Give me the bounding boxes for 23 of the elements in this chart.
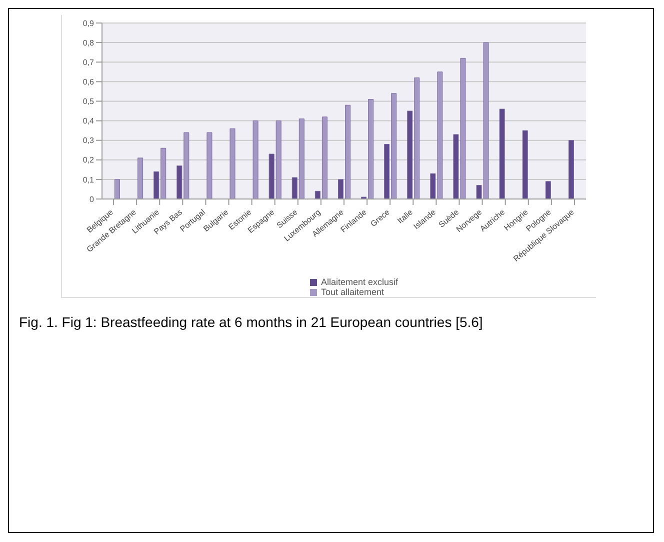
legend-label: Tout allaitement [320, 287, 384, 297]
caption: Fig. 1. Fig 1: Breastfeeding rate at 6 months in 21 European countries [5.6] [19, 314, 484, 331]
y-tick-label: 0 [90, 194, 95, 204]
y-tick-label: 0,7 [82, 58, 95, 67]
legend-label: Allaitement exclusif [320, 277, 398, 287]
y-tick-label: 0,3 [82, 136, 95, 146]
bar [568, 140, 574, 199]
bar [522, 130, 528, 199]
bar [206, 132, 212, 199]
bar [499, 108, 505, 199]
bar [114, 179, 120, 199]
y-tick-label: 0,9 [82, 18, 95, 28]
y-tick-label: 0,6 [82, 78, 95, 87]
bar [545, 181, 551, 199]
bar [138, 158, 144, 199]
y-tick-label: 0,1 [82, 175, 95, 184]
bar [230, 128, 236, 199]
y-tick-label: 0,8 [82, 38, 95, 48]
x-tick-label: Italie [396, 207, 415, 226]
y-tick-label: 0,2 [82, 156, 95, 165]
y-tick-label: 0,4 [82, 116, 95, 126]
bar [252, 120, 258, 199]
y-tick-label: 0,5 [82, 97, 95, 106]
